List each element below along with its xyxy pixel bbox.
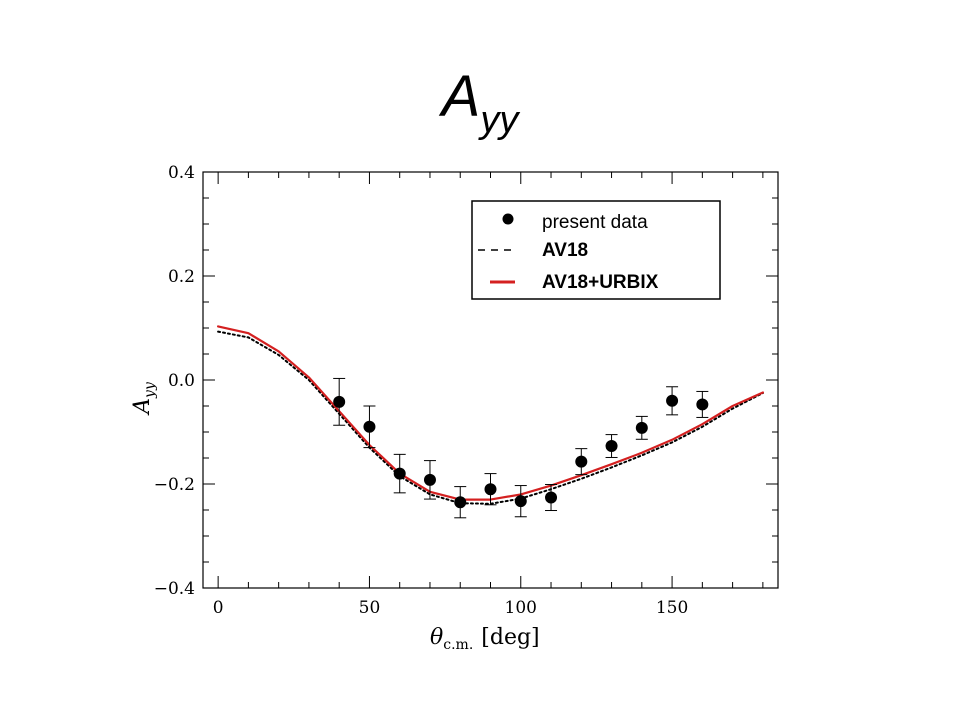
legend-box [471,200,721,300]
data-point [635,421,648,434]
data-point [333,395,346,408]
slide-title: Ayy [0,62,960,141]
x-axis-title: θc.m. [deg] [430,625,540,653]
data-point [545,491,558,504]
y-tick-label: −0.4 [154,579,195,599]
y-tick-label: 0.2 [168,267,195,287]
x-tick-label: 100 [505,598,537,618]
y-tick-label: −0.2 [154,475,195,495]
slide-title-main: A [441,64,481,129]
legend: present data AV18 AV18+URBIX [471,200,721,300]
x-tick-labels: 0 50 100 150 [213,598,689,618]
data-point [393,467,406,480]
x-axis-title-sub: c.m. [443,637,473,653]
legend-label-av18-urbix: AV18+URBIX [542,272,659,293]
data-point [363,420,376,433]
y-axis-title: Ayy [130,381,158,416]
x-tick-label: 0 [213,598,224,618]
x-tick-label: 150 [656,598,688,618]
y-axis-title-main: A [130,398,155,416]
data-point [605,440,618,453]
axis-ticks [203,171,778,589]
data-point [454,496,467,509]
x-tick-label: 50 [359,598,381,618]
data-points [333,377,709,519]
y-axis-title-sub: yy [142,381,158,399]
legend-marker-data [502,213,514,225]
x-axis-title-main: θ [430,625,443,650]
y-tick-labels: −0.4 −0.2 0.0 0.2 0.4 [154,163,195,599]
data-point [514,495,527,508]
slide-title-subscript: yy [480,99,519,141]
y-tick-label: 0.4 [168,163,195,183]
y-tick-label: 0.0 [168,371,195,391]
data-point [423,473,436,486]
x-axis-title-unit: [deg] [481,625,539,650]
data-point [696,398,709,411]
legend-label-data: present data [542,212,648,233]
data-point [575,455,588,468]
legend-label-av18: AV18 [542,240,588,261]
data-point [484,483,497,496]
data-point [666,394,679,407]
